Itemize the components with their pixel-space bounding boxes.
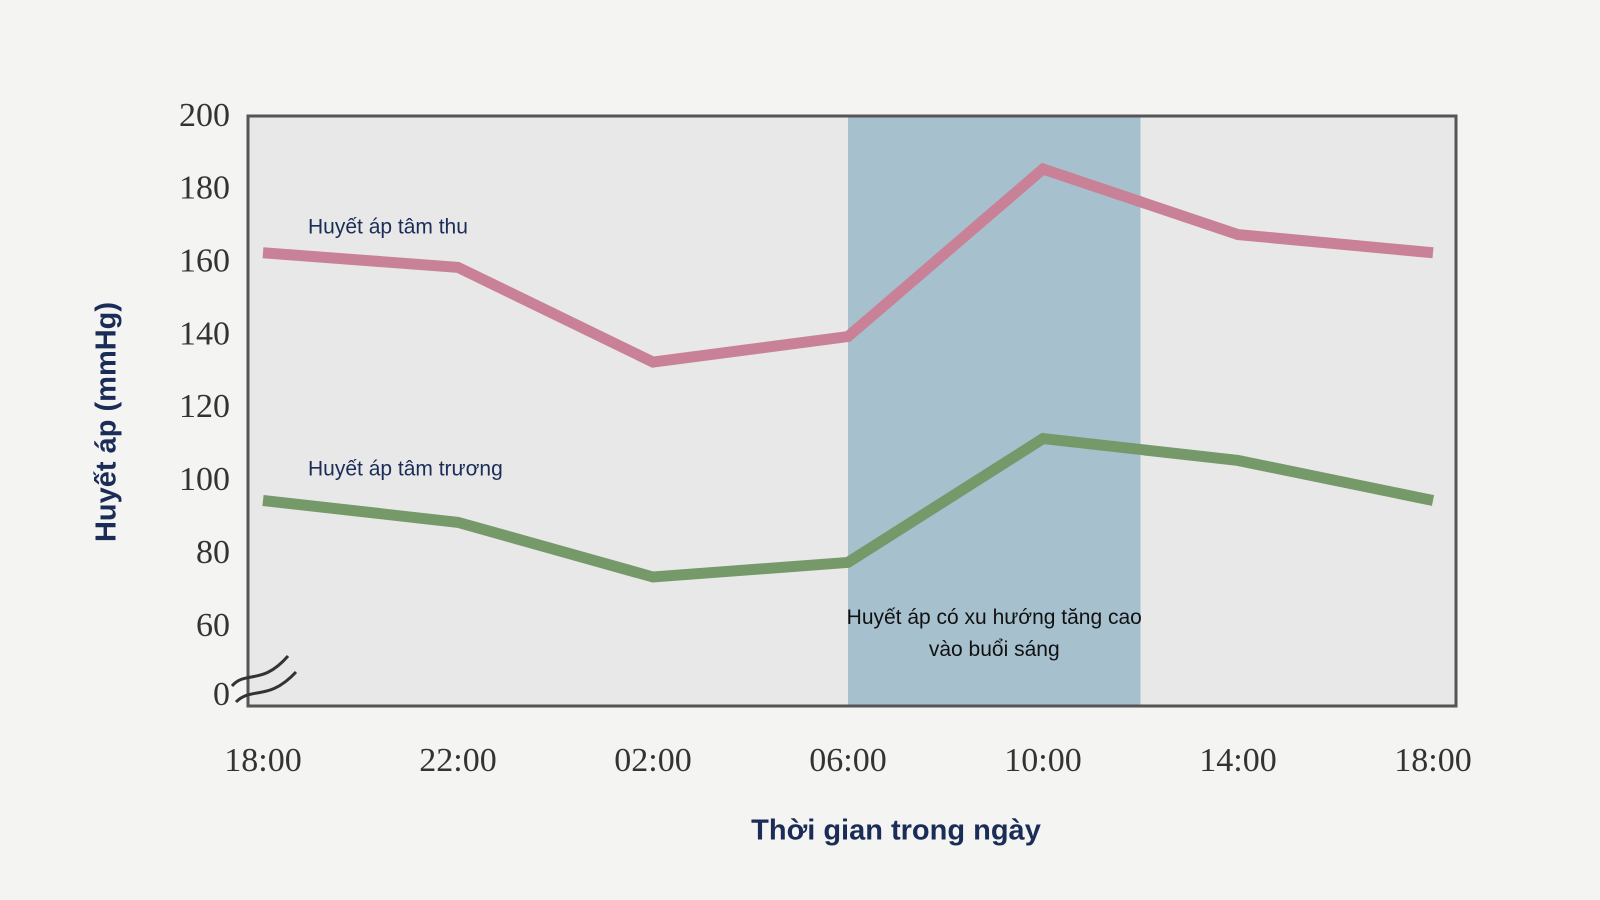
x-tick-label: 14:00 [1199, 742, 1276, 779]
y-axis-title: Huyết áp (mmHg) [91, 302, 123, 542]
y-tick-label: 200 [179, 97, 230, 134]
y-tick-label: 140 [179, 315, 230, 352]
y-tick-label: 100 [179, 461, 230, 498]
x-tick-label: 22:00 [419, 742, 496, 779]
x-tick-label: 06:00 [809, 742, 886, 779]
y-tick-label: 120 [179, 388, 230, 425]
x-axis-title: Thời gian trong ngày [751, 815, 1041, 847]
x-tick-label: 18:00 [1394, 742, 1471, 779]
axis-break [230, 655, 298, 704]
y-tick-label: 160 [179, 243, 230, 280]
series-label: Huyết áp tâm thu [308, 216, 468, 239]
y-tick-label: 80 [196, 534, 230, 571]
plot-frame [246, 114, 1458, 708]
series-line [262, 162, 1434, 368]
y-tick-label: 180 [179, 170, 230, 207]
series-line [262, 432, 1435, 583]
marks [262, 116, 1435, 706]
y-tick-label: 0 [213, 676, 230, 713]
y-tick-label: 60 [196, 607, 230, 644]
x-tick-label: 02:00 [614, 742, 691, 779]
x-tick-label: 10:00 [1004, 742, 1081, 779]
series-label: Huyết áp tâm trương [308, 458, 503, 481]
highlight-label: Huyết áp có xu hướng tăng cao vào buổi s… [846, 606, 1142, 661]
x-tick-label: 18:00 [224, 742, 301, 779]
